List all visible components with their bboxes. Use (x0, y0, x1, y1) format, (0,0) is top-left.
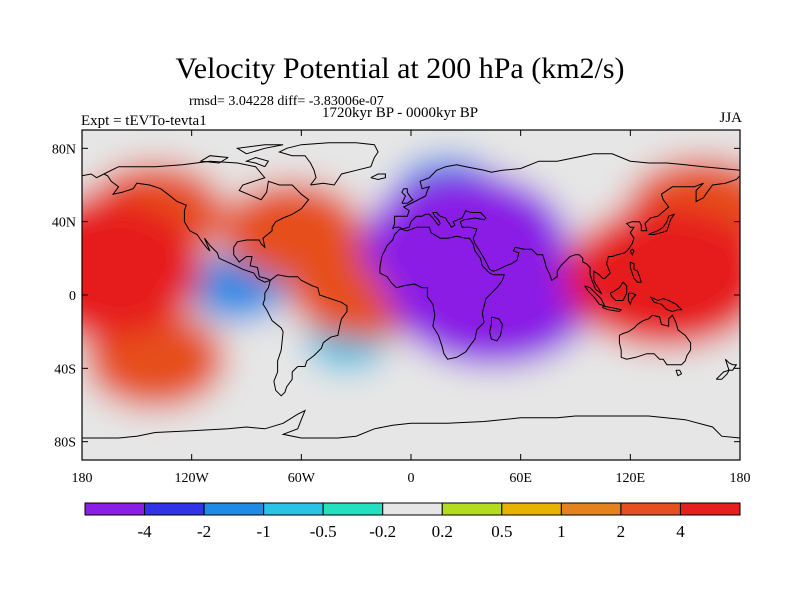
colorbar-swatch (501, 502, 562, 516)
colorbar-label: -0.2 (369, 522, 396, 541)
colorbar-label: 4 (676, 522, 685, 541)
map-axes: 180 120W 60W 0 60E 120E 180 80N 40N 0 40S 80S (52, 130, 751, 486)
y-tick-label: 80S (54, 436, 76, 451)
coastline-segment-24 (715, 369, 730, 380)
x-tick-label: 60W (288, 471, 316, 486)
colorbar-swatch (144, 502, 205, 516)
y-tick-label: 40N (52, 216, 76, 231)
colorbar-label: 1 (557, 522, 566, 541)
colorbar-swatch (382, 502, 443, 516)
field-feature-11 (563, 205, 740, 349)
x-tick-label: 60E (509, 471, 532, 486)
coastline-segment-2 (379, 226, 505, 360)
coastline-segment-22 (675, 369, 683, 377)
colorbar-swatch (441, 502, 503, 516)
season-label: JJA (719, 110, 742, 126)
colorbar-swatch (263, 502, 324, 516)
coastline-segment-5 (82, 173, 105, 179)
colorbar-swatch (322, 502, 384, 516)
coastline-segment-25 (82, 409, 740, 439)
coastline-segment-3 (489, 316, 503, 342)
colorbar-swatch (620, 502, 681, 516)
coastline-segment-14 (629, 248, 635, 256)
colorbar-label: 2 (617, 522, 626, 541)
coastline-segment-13 (648, 213, 676, 235)
coastline-segment-8 (370, 173, 386, 181)
colorbar-swatch (84, 502, 146, 516)
field-feature-9 (362, 172, 570, 316)
coastline-segment-7 (401, 188, 414, 204)
coastline-segment-10 (244, 156, 270, 168)
coastline-segment-6 (392, 175, 740, 295)
x-tick-label: 180 (72, 471, 93, 486)
coastline-segment-9 (278, 142, 379, 186)
colorbar: -4 -2 -1 -0.5 -0.2 0.2 0.5 1 2 4 (84, 502, 741, 541)
colorbar-swatch (679, 502, 741, 516)
coastline-segment-16 (602, 305, 623, 313)
y-tick-label: 0 (69, 289, 76, 304)
x-tick-label: 120E (616, 471, 646, 486)
experiment-label: Expt = tEVTo-tevta1 (81, 113, 207, 129)
colorbar-label: 0.5 (491, 522, 512, 541)
period-label: 1720kyr BP - 0000kyr BP (322, 105, 479, 121)
chart-title: Velocity Potential at 200 hPa (km2/s) (175, 52, 625, 85)
coastline-segment-11 (199, 155, 229, 164)
coastline-segment-4 (392, 153, 740, 230)
coastline-segment-1 (262, 274, 348, 397)
coastline-segment-12 (235, 144, 284, 155)
y-tick-label: 40S (54, 362, 76, 377)
x-tick-label: 120W (175, 471, 210, 486)
coastline-segment-17 (609, 281, 628, 301)
coastlines (82, 142, 740, 439)
colorbar-label: 0.2 (432, 522, 453, 541)
plot-area (82, 130, 740, 460)
colorbar-label: -4 (137, 522, 152, 541)
y-tick-label: 80N (52, 142, 76, 157)
x-tick-label: 0 (408, 471, 415, 486)
colorbar-label: -2 (197, 522, 211, 541)
coastline-segment-18 (628, 292, 637, 306)
colorbar-label: -1 (257, 522, 271, 541)
coastline-segment-20 (629, 261, 642, 283)
colorbar-swatch (560, 502, 622, 516)
coastline-segment-21 (618, 314, 692, 366)
field-feature-10 (82, 196, 204, 339)
velocity-potential-field (82, 130, 740, 460)
colorbar-label: -0.5 (310, 522, 337, 541)
coastline-segment-19 (649, 296, 683, 313)
rmsd-diff-stats: rmsd= 3.04228 diff= -3.83006e-07 (189, 94, 384, 109)
colorbar-swatch (203, 502, 265, 516)
coastline-segment-0 (103, 160, 310, 283)
x-tick-label: 180 (730, 471, 751, 486)
